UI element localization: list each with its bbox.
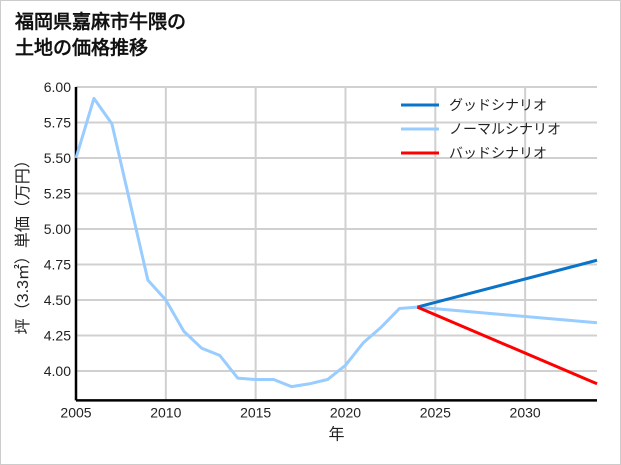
y-tick-label: 4.00 — [44, 363, 71, 379]
x-tick-label: 2005 — [60, 404, 91, 420]
legend-label: バッドシナリオ — [449, 145, 547, 161]
title-line-2: 土地の価格推移 — [15, 37, 149, 59]
x-tick-label: 2025 — [420, 404, 451, 420]
series-line-1 — [74, 96, 598, 389]
title-line-1: 福岡県嘉麻市牛隈の — [15, 11, 187, 33]
x-tick-label: 2015 — [240, 404, 271, 420]
y-tick-label: 4.75 — [44, 257, 71, 273]
y-tick-label: 4.50 — [44, 292, 71, 308]
y-tick-label: 5.75 — [44, 115, 71, 131]
x-tick-label: 2020 — [330, 404, 361, 420]
x-tick-label: 2010 — [150, 404, 181, 420]
legend-label: ノーマルシナリオ — [449, 121, 561, 137]
y-tick-label: 5.00 — [44, 221, 71, 237]
y-tick-label: 5.25 — [44, 186, 71, 202]
series-line-2 — [416, 305, 598, 386]
chart-title: 福岡県嘉麻市牛隈の 土地の価格推移 — [15, 9, 186, 61]
x-axis-label: 年 — [328, 425, 344, 443]
legend-label: グッドシナリオ — [449, 97, 547, 113]
x-tick-label: 2030 — [510, 404, 541, 420]
y-axis-label: 坪（3.3㎡）単価（万円） — [14, 152, 32, 334]
y-tick-label: 4.25 — [44, 328, 71, 344]
y-tick-label: 5.50 — [44, 150, 71, 166]
series-line-0 — [416, 258, 598, 309]
y-tick-label: 6.00 — [44, 79, 71, 95]
